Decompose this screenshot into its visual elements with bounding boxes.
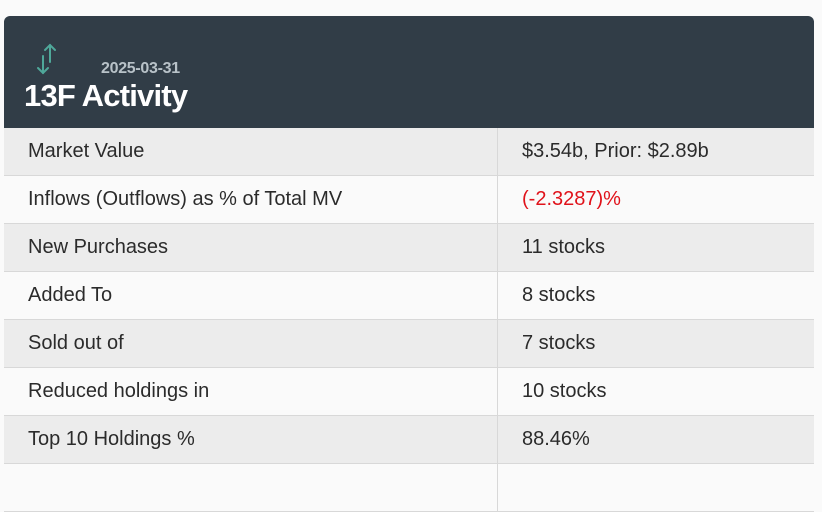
row-label: Top 10 Holdings % bbox=[4, 416, 498, 463]
row-value: 11 stocks bbox=[522, 236, 605, 258]
card-title: 13F Activity bbox=[24, 78, 188, 113]
activity-table: Market Value $3.54b, Prior: $2.89b Inflo… bbox=[4, 128, 814, 512]
table-row-sold-out-of: Sold out of 7 stocks bbox=[4, 320, 814, 368]
row-value: 7 stocks bbox=[522, 332, 596, 354]
row-label: Reduced holdings in bbox=[4, 368, 498, 415]
row-value: 88.46% bbox=[522, 428, 590, 450]
row-label: New Purchases bbox=[4, 224, 498, 271]
table-row-partial bbox=[4, 464, 814, 512]
row-label: Sold out of bbox=[4, 320, 498, 367]
row-value: 8 stocks bbox=[522, 284, 596, 306]
table-row-reduced-holdings: Reduced holdings in 10 stocks bbox=[4, 368, 814, 416]
row-value bbox=[498, 464, 522, 511]
card-header: 2025-03-31 13F Activity bbox=[4, 16, 814, 128]
row-label: Market Value bbox=[4, 128, 498, 175]
table-row-added-to: Added To 8 stocks bbox=[4, 272, 814, 320]
report-date: 2025-03-31 bbox=[101, 60, 180, 77]
13f-activity-card: 2025-03-31 13F Activity Market Value $3.… bbox=[4, 16, 814, 512]
row-label bbox=[4, 464, 498, 511]
row-label: Inflows (Outflows) as % of Total MV bbox=[4, 176, 498, 223]
table-row-market-value: Market Value $3.54b, Prior: $2.89b bbox=[4, 128, 814, 176]
row-value: 10 stocks bbox=[522, 380, 607, 402]
table-row-top-10-holdings: Top 10 Holdings % 88.46% bbox=[4, 416, 814, 464]
row-value: $3.54b, Prior: $2.89b bbox=[522, 140, 709, 162]
table-row-new-purchases: New Purchases 11 stocks bbox=[4, 224, 814, 272]
row-label: Added To bbox=[4, 272, 498, 319]
table-row-inflows-outflows: Inflows (Outflows) as % of Total MV (-2.… bbox=[4, 176, 814, 224]
arrows-up-down-icon bbox=[37, 43, 56, 75]
row-value: (-2.3287)% bbox=[522, 188, 621, 210]
